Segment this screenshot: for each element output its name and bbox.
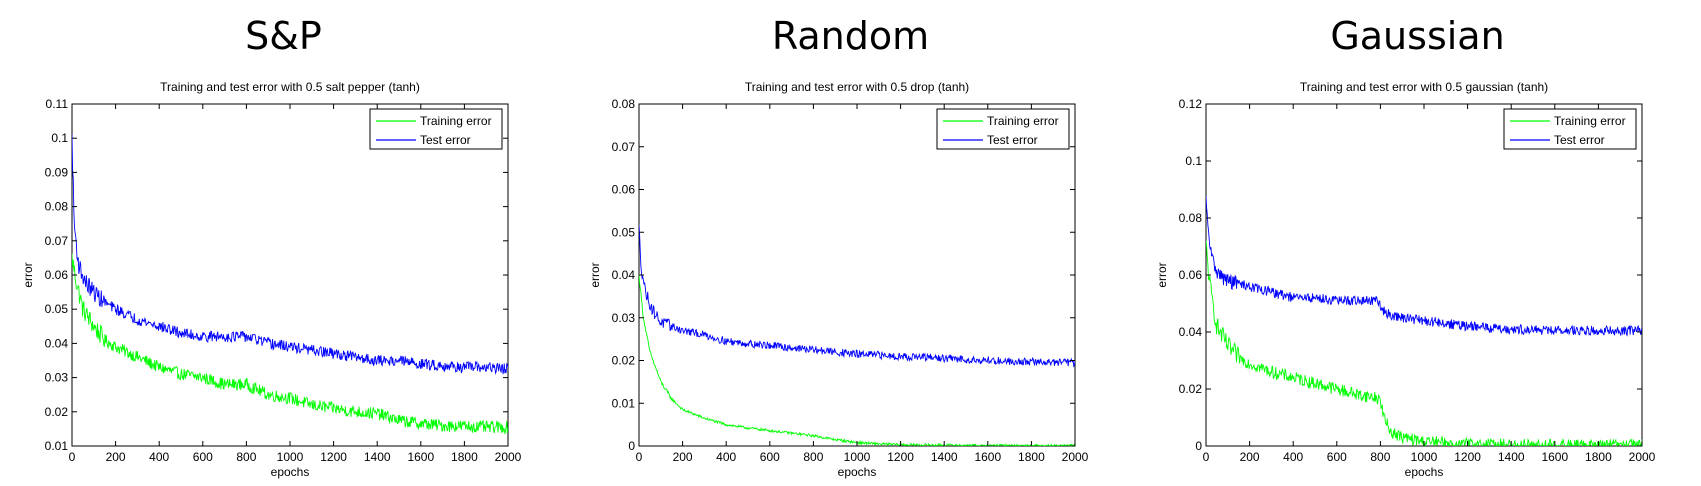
y-axis-label: error: [21, 262, 35, 287]
x-axis-label: epochs: [1405, 465, 1444, 479]
x-tick-label: 200: [673, 450, 693, 464]
x-tick-label: 800: [1370, 450, 1390, 464]
y-tick-label: 0.01: [45, 439, 69, 453]
plot-area: [71, 103, 509, 447]
x-tick-label: 1000: [1411, 450, 1438, 464]
y-tick-label: 0.1: [1185, 154, 1202, 168]
legend-box: [369, 108, 503, 150]
x-tick-label: 1800: [1018, 450, 1045, 464]
panel-heading-random: Random: [771, 14, 930, 58]
x-tick-label: 0: [1203, 450, 1210, 464]
y-tick-label: 0: [1195, 439, 1202, 453]
y-tick-label: 0.12: [1179, 97, 1203, 111]
y-axis-label: error: [588, 262, 602, 287]
x-tick-label: 1400: [364, 450, 391, 464]
x-tick-label: 200: [106, 450, 126, 464]
y-tick-label: 0: [628, 439, 635, 453]
x-tick-label: 200: [1240, 450, 1260, 464]
x-tick-label: 1200: [1454, 450, 1481, 464]
x-tick-label: 400: [716, 450, 736, 464]
y-tick-label: 0.11: [46, 97, 69, 111]
x-tick-label: 0: [636, 450, 643, 464]
series-line-test-error: [639, 224, 1075, 368]
x-tick-label: 800: [803, 450, 823, 464]
x-tick-label: 1400: [1498, 450, 1525, 464]
y-tick-label: 0.02: [45, 405, 69, 419]
x-tick-label: 600: [1327, 450, 1347, 464]
line-chart-gaussian: Training and test error with 0.5 gaussia…: [1155, 80, 1656, 479]
series-group: [72, 134, 508, 436]
x-tick-label: 600: [760, 450, 780, 464]
x-axis-label: epochs: [838, 465, 877, 479]
x-axis-label: epochs: [271, 465, 310, 479]
x-tick-label: 2000: [495, 450, 522, 464]
y-tick-label: 0.06: [45, 268, 69, 282]
x-tick-label: 2000: [1629, 450, 1656, 464]
plot-area: [1205, 103, 1643, 447]
series-line-test-error: [72, 134, 508, 375]
x-tick-label: 0: [69, 450, 76, 464]
y-tick-label: 0.08: [1179, 211, 1203, 225]
series-line-test-error: [1206, 196, 1642, 337]
legend-box: [936, 108, 1070, 150]
x-tick-label: 1800: [1585, 450, 1612, 464]
x-tick-label: 400: [149, 450, 169, 464]
y-tick-label: 0.07: [612, 140, 636, 154]
y-tick-label: 0.03: [45, 371, 69, 385]
legend-label: Training error: [987, 114, 1059, 128]
legend-label: Training error: [420, 114, 492, 128]
legend-label: Test error: [1554, 133, 1605, 147]
x-tick-label: 1000: [844, 450, 871, 464]
y-tick-label: 0.04: [612, 268, 636, 282]
series-line-training-error: [72, 253, 508, 436]
y-tick-label: 0.06: [1179, 268, 1203, 282]
y-tick-label: 0.04: [1179, 325, 1203, 339]
panel-heading-gaussian: Gaussian: [1330, 14, 1505, 58]
x-tick-label: 1200: [320, 450, 347, 464]
x-tick-label: 1600: [974, 450, 1001, 464]
chart-panel-random: Random Training and test error with 0.5 …: [567, 0, 1134, 486]
x-tick-label: 1200: [887, 450, 914, 464]
y-tick-label: 0.06: [612, 183, 636, 197]
x-tick-label: 2000: [1062, 450, 1089, 464]
x-tick-label: 1800: [451, 450, 478, 464]
legend-label: Training error: [1554, 114, 1626, 128]
x-tick-label: 400: [1283, 450, 1303, 464]
y-tick-label: 0.08: [45, 200, 69, 214]
y-tick-label: 0.07: [45, 234, 69, 248]
y-tick-label: 0.02: [612, 354, 636, 368]
line-chart-random: Training and test error with 0.5 drop (t…: [588, 80, 1089, 479]
x-tick-label: 1600: [1541, 450, 1568, 464]
y-tick-label: 0.05: [45, 302, 69, 316]
y-tick-label: 0.05: [612, 225, 636, 239]
y-tick-label: 0.02: [1179, 382, 1203, 396]
x-tick-label: 1000: [277, 450, 304, 464]
line-chart-sp: Training and test error with 0.5 salt pe…: [21, 80, 522, 479]
chart-panel-sp: S&P Training and test error with 0.5 sal…: [0, 0, 567, 486]
x-tick-label: 800: [236, 450, 256, 464]
chart-title: Training and test error with 0.5 drop (t…: [745, 80, 969, 94]
x-tick-label: 600: [193, 450, 213, 464]
plot-area: [638, 103, 1076, 447]
chart-title: Training and test error with 0.5 salt pe…: [160, 80, 420, 94]
chart-title: Training and test error with 0.5 gaussia…: [1300, 80, 1548, 94]
y-tick-label: 0.01: [612, 396, 636, 410]
y-tick-label: 0.09: [45, 165, 69, 179]
y-axis-label: error: [1155, 262, 1169, 287]
y-tick-label: 0.03: [612, 311, 636, 325]
y-tick-label: 0.08: [612, 97, 636, 111]
legend-label: Test error: [987, 133, 1038, 147]
chart-panel-gaussian: Gaussian Training and test error with 0.…: [1134, 0, 1701, 486]
y-tick-label: 0.04: [45, 336, 69, 350]
panel-heading-sp: S&P: [245, 14, 322, 58]
legend-label: Test error: [420, 133, 471, 147]
x-tick-label: 1400: [931, 450, 958, 464]
legend-box: [1503, 108, 1637, 150]
x-tick-label: 1600: [407, 450, 434, 464]
y-tick-label: 0.1: [51, 131, 68, 145]
